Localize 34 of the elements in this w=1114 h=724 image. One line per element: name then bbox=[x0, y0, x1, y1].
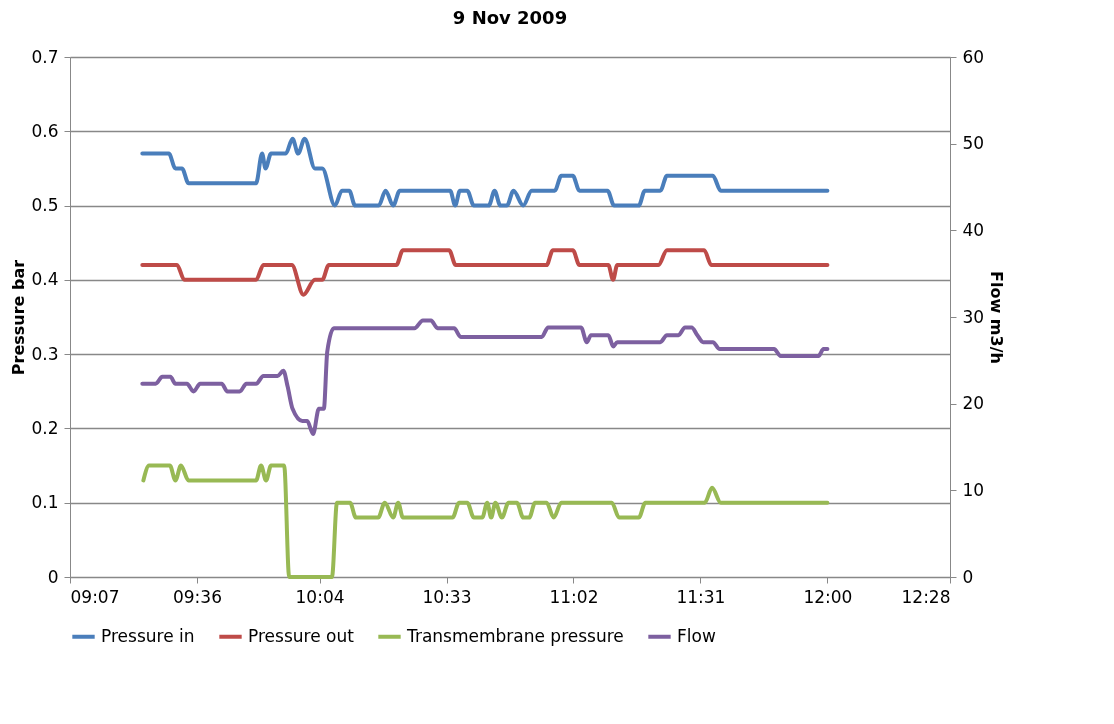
x-tick-label: 12:00 bbox=[803, 586, 853, 607]
y2-tick-label: 20 bbox=[962, 393, 985, 414]
x-tick-label: 09:36 bbox=[172, 586, 222, 607]
x-tick-label: 11:02 bbox=[549, 586, 599, 607]
y2-axis-title: Flow m3/h bbox=[987, 271, 1007, 364]
y2-tick-label: 50 bbox=[962, 133, 985, 154]
y2-tick-label: 0 bbox=[962, 566, 974, 587]
line-series bbox=[141, 463, 830, 579]
legend-label: Flow bbox=[677, 625, 716, 646]
line-series bbox=[140, 248, 830, 297]
legend-label: Pressure out bbox=[248, 625, 355, 646]
y-tick-label: 0.7 bbox=[31, 46, 59, 67]
y-tick-label: 0.5 bbox=[31, 195, 59, 216]
y-axis-title: Pressure bar bbox=[9, 259, 29, 376]
x-tick-label: 09:07 bbox=[70, 586, 120, 607]
y-tick-label: 0.2 bbox=[31, 417, 59, 438]
x-tick-label: 11:31 bbox=[676, 586, 726, 607]
x-tick-label: 10:33 bbox=[422, 586, 472, 607]
y-tick-label: 0.3 bbox=[31, 343, 59, 364]
y-tick-label: 0.6 bbox=[31, 120, 59, 141]
legend-label: Pressure in bbox=[101, 625, 195, 646]
y2-tick-label: 10 bbox=[962, 479, 985, 500]
x-tick-label: 12:28 bbox=[901, 586, 951, 607]
y-tick-label: 0.1 bbox=[31, 492, 59, 513]
chart-title: 9 Nov 2009 bbox=[452, 7, 568, 28]
x-tick-label: 10:04 bbox=[295, 586, 345, 607]
y2-tick-label: 40 bbox=[962, 219, 985, 240]
y2-tick-label: 60 bbox=[962, 46, 985, 67]
y-tick-label: 0 bbox=[47, 566, 59, 587]
legend-label: Transmembrane pressure bbox=[406, 625, 624, 646]
y2-tick-label: 30 bbox=[962, 306, 985, 327]
line-series bbox=[140, 318, 830, 436]
y-tick-label: 0.4 bbox=[31, 269, 59, 290]
line-series bbox=[140, 136, 830, 208]
